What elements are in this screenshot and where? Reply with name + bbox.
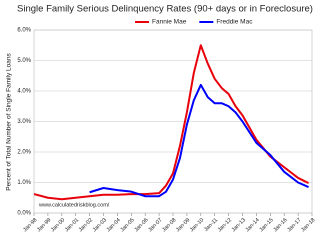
y-tick-label: 2.0% <box>17 150 31 156</box>
x-tick-label: Jan-10 <box>189 217 205 233</box>
y-tick-label: 5.0% <box>17 58 31 64</box>
x-tick-label: Jan-04 <box>106 217 122 233</box>
x-tick-label: Jan-98 <box>22 217 38 233</box>
data-line <box>89 83 309 198</box>
chart-title: Single Family Serious Delinquency Rates … <box>17 4 313 15</box>
x-tick-label: Jan-16 <box>272 217 288 233</box>
x-tick-label: Jan-17 <box>286 217 302 233</box>
x-tick-label: Jan-07 <box>147 217 163 233</box>
x-tick-label: Jan-99 <box>36 217 52 233</box>
legend-label: Freddie Mac <box>216 19 253 26</box>
y-tick-label: 6.0% <box>17 28 31 34</box>
y-tick-label: 1.0% <box>17 180 31 186</box>
x-tick-label: Jan-14 <box>245 217 261 233</box>
x-tick-label: Jan-01 <box>64 217 80 233</box>
annotation: www.calculatedriskblog.com/ <box>38 202 110 208</box>
data-line <box>33 44 309 201</box>
y-tick-label: 3.0% <box>17 119 31 125</box>
x-tick-label: Jan-18 <box>300 217 316 233</box>
x-tick-label: Jan-13 <box>231 217 247 233</box>
legend-label: Fannie Mae <box>152 19 187 26</box>
x-tick-label: Jan-08 <box>161 217 177 233</box>
y-tick-label: 4.0% <box>17 89 31 95</box>
x-tick-label: Jan-05 <box>120 217 136 233</box>
y-tick-label: 0.0% <box>17 211 31 217</box>
x-tick-label: Jan-02 <box>78 217 94 233</box>
x-tick-label: Jan-12 <box>217 217 233 233</box>
x-tick-label: Jan-09 <box>175 217 191 233</box>
x-tick-label: Jan-06 <box>133 217 149 233</box>
x-tick-label: Jan-00 <box>50 217 66 233</box>
x-tick-label: Jan-11 <box>203 217 219 233</box>
y-axis-label: Percent of Total Number of Single Family… <box>6 52 13 190</box>
x-tick-label: Jan-03 <box>92 217 108 233</box>
x-tick-label: Jan-15 <box>259 217 275 233</box>
